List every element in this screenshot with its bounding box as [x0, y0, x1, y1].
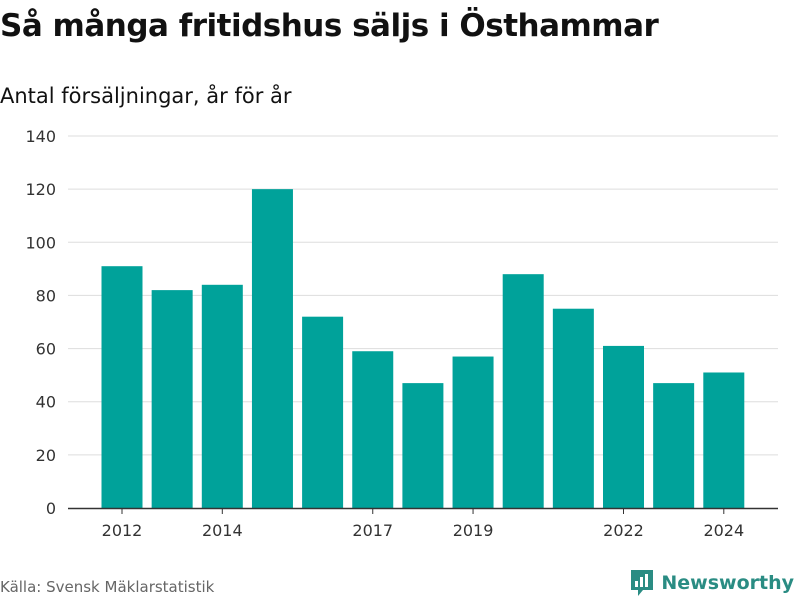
bar[interactable]: [703, 372, 745, 508]
x-tick-label: 2017: [352, 521, 393, 540]
bar[interactable]: [653, 383, 695, 508]
x-tick-label: 2022: [603, 521, 644, 540]
x-tick-label: 2019: [453, 521, 494, 540]
bar[interactable]: [603, 345, 644, 508]
bars: [101, 189, 745, 508]
x-tick-label: 2024: [703, 521, 744, 540]
bar[interactable]: [251, 189, 293, 508]
bar[interactable]: [452, 356, 494, 508]
brand-name: Newsworthy: [661, 572, 794, 594]
y-tick-label: 100: [25, 233, 56, 252]
y-tick-label: 0: [46, 499, 56, 518]
bar[interactable]: [552, 308, 594, 508]
newsworthy-logo-icon: [631, 570, 654, 596]
chart-title: Så många fritidshus säljs i Östhammar: [0, 8, 659, 44]
bar[interactable]: [101, 266, 143, 508]
bar[interactable]: [402, 383, 444, 508]
x-tick-label: 2014: [202, 521, 243, 540]
x-axis-ticks: 2012 2014 2017 2019 2022 2024: [102, 508, 744, 540]
y-tick-label: 40: [36, 393, 56, 412]
brand[interactable]: Newsworthy: [629, 568, 794, 598]
bar[interactable]: [502, 274, 544, 508]
chart-subtitle: Antal försäljningar, år för år: [0, 84, 292, 108]
y-tick-label: 20: [36, 446, 56, 465]
bar[interactable]: [151, 290, 193, 508]
bar[interactable]: [201, 284, 243, 508]
y-tick-label: 60: [36, 340, 56, 359]
y-tick-label: 80: [36, 286, 56, 305]
x-tick-label: 2012: [102, 521, 143, 540]
y-tick-label: 140: [25, 127, 56, 146]
bar[interactable]: [352, 351, 394, 508]
y-axis-ticks: 0 20 40 60 80 100 120 140: [25, 127, 56, 518]
bar[interactable]: [302, 316, 344, 508]
y-tick-label: 120: [25, 180, 56, 199]
source-note: Källa: Svensk Mäklarstatistik: [0, 578, 215, 596]
